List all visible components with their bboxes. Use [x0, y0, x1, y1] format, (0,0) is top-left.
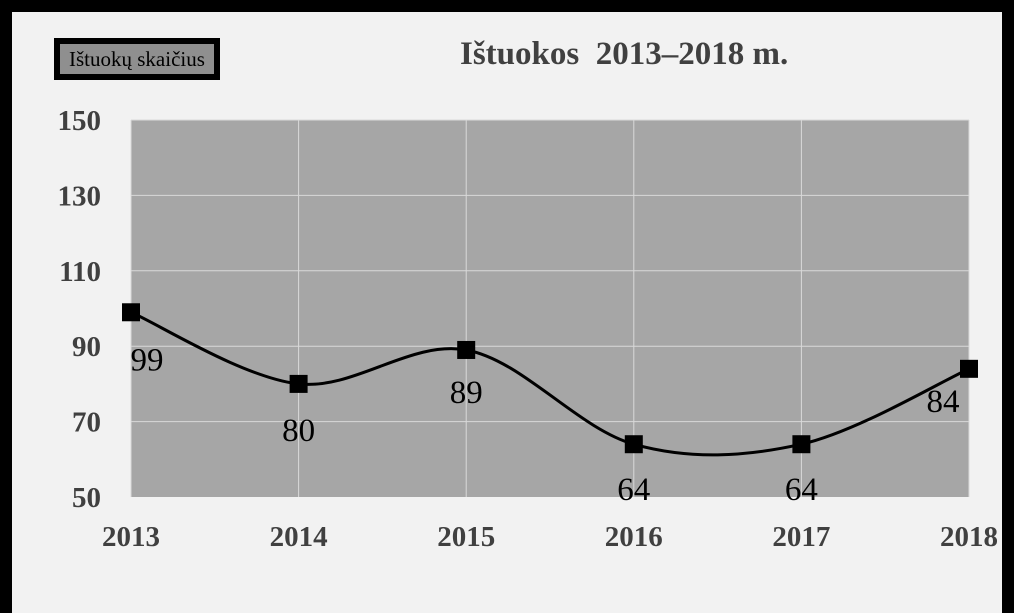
legend-label: Ištuokų skaičius [69, 47, 205, 71]
data-label: 64 [617, 472, 650, 508]
y-tick-label: 150 [58, 105, 102, 137]
y-tick-label: 50 [72, 482, 101, 514]
data-label: 84 [927, 384, 960, 420]
y-tick-label: 70 [72, 407, 101, 439]
y-axis: 50 70 90 110 130 150 [58, 105, 102, 514]
data-label: 64 [785, 472, 818, 508]
plot-area [131, 120, 969, 497]
x-tick-label: 2015 [437, 521, 495, 553]
data-label: 99 [131, 342, 164, 378]
x-tick-label: 2018 [940, 521, 998, 553]
x-tick-label: 2014 [270, 521, 328, 553]
data-point-marker [624, 435, 643, 454]
series-line [130, 310, 970, 457]
x-axis: 2013 2014 2015 2016 2017 2018 [102, 521, 998, 553]
y-tick-label: 130 [58, 180, 102, 212]
x-tick-label: 2017 [772, 521, 830, 553]
data-label: 80 [282, 413, 315, 449]
legend-box: Ištuokų skaičius [54, 38, 220, 80]
gridlines [130, 119, 970, 497]
data-labels: 99 80 89 64 64 84 [131, 342, 960, 508]
y-tick-label: 110 [59, 256, 101, 288]
data-markers [122, 303, 978, 454]
x-tick-label: 2016 [605, 521, 663, 553]
data-point-marker [960, 359, 978, 378]
data-point-marker [457, 340, 476, 359]
data-point-marker [289, 374, 308, 393]
data-point-marker [122, 303, 140, 322]
data-label: 89 [450, 375, 483, 411]
y-tick-label: 90 [72, 331, 101, 363]
x-tick-label: 2013 [102, 521, 160, 553]
data-point-marker [792, 435, 811, 454]
chart-title: Ištuokos 2013–2018 m. [460, 36, 789, 72]
